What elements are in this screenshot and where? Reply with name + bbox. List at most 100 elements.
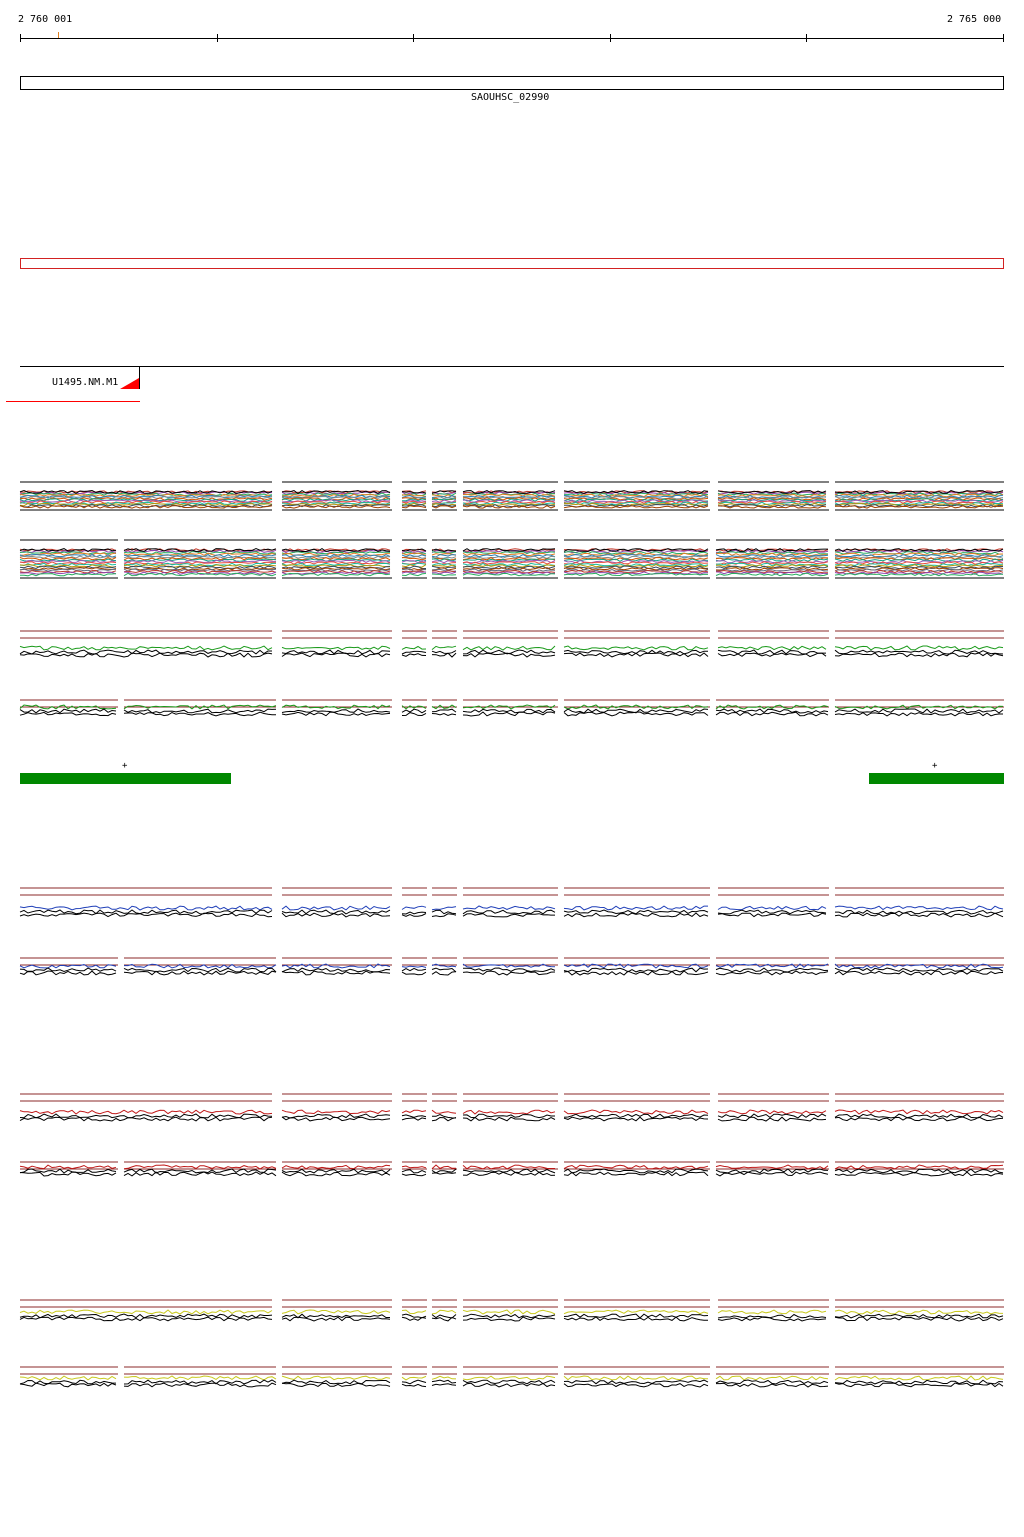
yellow-track-lower-series [462,1379,556,1385]
multi-track-upper-series [717,505,827,509]
blue-track-upper-series [563,909,709,915]
strand-bar-right[interactable] [869,773,1004,784]
green-track-lower-series [123,711,276,717]
multi-track-lower-series [281,568,391,573]
multi-track-lower-series [834,561,1004,565]
blue-track-lower-series [462,963,556,968]
multi-track-lower-series [19,559,117,564]
red-track-upper-series [834,1113,1004,1119]
red-track-lower-series [123,1168,277,1174]
multi-track-lower-series [431,571,457,575]
yellow-track-lower-series [431,1375,457,1380]
multi-track-lower-series [123,567,277,571]
multi-track-upper-series [462,500,556,504]
blue-track-upper-series [462,909,556,915]
multi-track-lower-series [123,556,277,561]
multi-track-lower-series [281,559,391,564]
multi-track-lower-series [563,569,709,574]
multi-track-lower-series [281,569,391,574]
yellow-track-lower-series [715,1375,829,1381]
green-track-lower-series [123,708,277,714]
gene-box[interactable] [20,76,1004,90]
red-track-upper-series [717,1113,827,1119]
red-track-upper-series [431,1113,457,1119]
yellow-track-upper-series [462,1309,556,1315]
multi-track-lower-series [281,561,391,565]
multi-track-upper-series [19,495,273,500]
multi-track-lower-series [123,552,277,557]
yellow-track-upper-series [19,1309,273,1315]
multi-track-lower-series [401,554,427,557]
multi-track-lower-series [462,559,556,564]
red-track-lower-series [834,1171,1004,1177]
feature-label[interactable]: U1495.NM.M1 [52,377,119,388]
blue-track-upper-series [401,905,427,910]
multi-track-lower-series [462,555,556,559]
yellow-track-lower-series [19,1375,117,1381]
yellow-track-upper-series [462,1313,556,1319]
blue-track-upper-series [431,909,457,915]
yellow-track-upper-series [401,1309,427,1315]
red-track-upper-series [401,1117,427,1121]
multi-track-lower-series [715,569,829,574]
multi-track-lower-series [431,554,457,558]
multi-track-upper-series [564,501,709,506]
blue-track-lower-series [401,967,427,972]
multi-track-upper-series [717,492,827,496]
multi-track-lower-series [19,568,117,572]
yellow-track-lower-series [19,1382,117,1388]
red-track-lower-series [123,1171,277,1177]
region-box[interactable] [20,258,1004,269]
feature-marker[interactable] [6,367,140,402]
green-track-upper-series [462,645,556,651]
multi-track-upper-series [431,490,457,494]
yellow-track-upper-series [462,1316,556,1322]
blue-track-lower-series [401,965,427,968]
multi-track-upper-series [462,505,556,509]
multi-track-upper-series [563,492,708,497]
multi-track-lower-series [715,556,829,561]
multi-track-lower-series [281,558,391,562]
red-track-lower-series [123,1164,277,1170]
multi-track-lower-series [19,567,117,571]
multi-track-lower-series [563,553,709,558]
multi-track-lower-series [401,572,427,577]
strand-mark-right: + [932,761,938,771]
multi-track-lower-series [834,553,1004,558]
yellow-track-lower-series [123,1379,277,1385]
multi-track-lower-series [715,554,829,558]
red-track-lower-series [715,1164,829,1170]
blue-track-lower-series [834,967,1004,973]
blue-track-lower-series [715,963,829,969]
multi-track-upper-series [834,505,1004,509]
multi-track-lower-series [123,568,277,572]
multi-track-lower-series [563,555,709,560]
green-track-lower-series [834,711,1003,717]
red-track-lower-series [563,1168,709,1174]
green-track-lower-series [431,704,457,710]
multi-track-lower-series [401,570,427,573]
multi-track-lower-series [281,548,391,553]
multi-track-lower-series [431,564,457,568]
multi-track-lower-series [401,571,427,575]
multi-track-lower-series [834,572,1004,577]
yellow-track-lower-series [19,1379,117,1385]
multi-track-lower-series [715,561,829,565]
red-track-lower-series [462,1171,556,1176]
green-track-lower-series [715,711,829,717]
multi-track-lower-series [563,561,709,565]
multi-track-upper-series [563,505,709,509]
red-track-lower-series [19,1164,117,1170]
green-track-upper-series [281,649,391,655]
multi-track-lower-series [834,565,1004,570]
multi-track-lower-series [563,567,709,571]
multi-track-lower-series [123,569,277,574]
coordinate-ruler [20,32,1004,42]
strand-bar-left[interactable] [20,773,231,784]
multi-track-upper-series [717,500,827,504]
green-track-lower-series [401,708,427,714]
green-track-lower-series [19,704,117,710]
blue-track-upper-series [281,905,391,911]
green-track-lower-series [281,708,391,713]
multi-track-lower-series [462,554,556,558]
